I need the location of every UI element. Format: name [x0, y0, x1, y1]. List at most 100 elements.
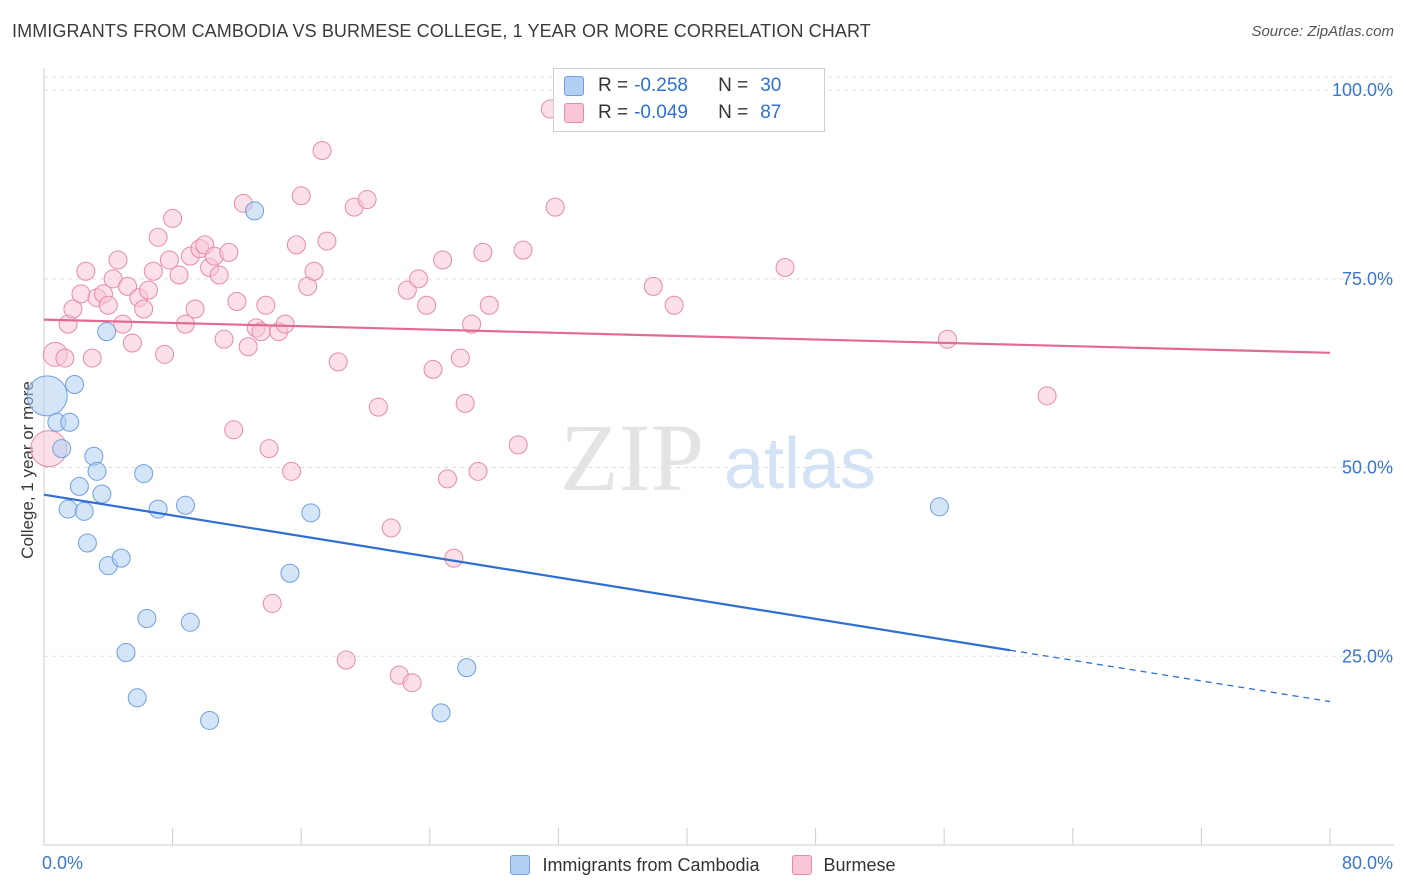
- cambodia-point: [116, 643, 136, 662]
- burmese-point: [664, 295, 684, 315]
- burmese-point: [224, 420, 244, 440]
- burmese-point: [402, 673, 422, 693]
- burmese-point: [291, 186, 311, 206]
- burmese-point: [138, 280, 158, 300]
- cambodia-point: [175, 495, 195, 515]
- watermark-atlas: atlas: [724, 424, 876, 504]
- burmese-point: [282, 461, 302, 481]
- grid-lines: [44, 76, 1394, 657]
- burmese-point: [262, 593, 282, 613]
- burmese-point: [122, 333, 142, 353]
- cambodia-point: [431, 703, 451, 723]
- burmese-point: [238, 337, 258, 357]
- burmese-point: [256, 295, 276, 315]
- burmese-point: [108, 250, 128, 270]
- legend-label: Burmese: [823, 854, 896, 875]
- burmese-point: [545, 197, 565, 217]
- cambodia-point: [301, 503, 321, 523]
- burmese-point: [304, 261, 324, 281]
- burmese-point: [508, 435, 528, 455]
- burmese-point: [513, 240, 533, 260]
- burmese-point: [159, 250, 179, 270]
- burmese-point: [113, 314, 133, 334]
- axes: [43, 68, 1394, 846]
- cambodia-point: [180, 612, 200, 632]
- burmese-point: [1037, 386, 1057, 406]
- r-label: R =: [598, 102, 629, 123]
- burmese-point: [286, 235, 306, 255]
- burmese-point: [163, 208, 183, 228]
- cambodia-point: [137, 609, 157, 629]
- burmese-point: [468, 461, 488, 481]
- chart-title: IMMIGRANTS FROM CAMBODIA VS BURMESE COLL…: [12, 21, 871, 41]
- stats-row-burmese: R = -0.049 N = 87: [564, 100, 781, 126]
- cambodia-point: [92, 484, 112, 504]
- burmese-point: [368, 397, 388, 417]
- y-tick-label: 100.0%: [1332, 80, 1393, 100]
- burmese-point: [118, 276, 138, 296]
- stats-row-cambodia: R = -0.258 N = 30: [564, 73, 781, 99]
- burmese-point: [275, 314, 295, 334]
- burmese-point: [219, 242, 239, 262]
- cambodia-point: [280, 563, 300, 583]
- burmese-point: [185, 299, 205, 319]
- cambodia-point: [77, 533, 97, 553]
- n-value: 87: [760, 102, 782, 123]
- watermark: ZIP atlas: [560, 404, 876, 511]
- burmese-point: [63, 299, 83, 319]
- cambodia-point: [127, 688, 147, 708]
- burmese-point: [775, 258, 795, 277]
- n-label: N =: [718, 75, 749, 96]
- burmese-point: [209, 265, 229, 285]
- legend-item-cambodia[interactable]: Immigrants from Cambodia: [510, 854, 760, 876]
- legend-item-burmese[interactable]: Burmese: [791, 854, 896, 876]
- burmese-trend-line: [43, 318, 1331, 354]
- burmese-point: [423, 359, 443, 379]
- cambodia-point: [58, 499, 78, 519]
- r-value: -0.049: [634, 102, 688, 123]
- cambodia-point: [148, 499, 168, 519]
- y-tick-label: 25.0%: [1342, 646, 1393, 666]
- burmese-point: [312, 140, 332, 160]
- burmese-point: [328, 352, 348, 372]
- series-legend: Immigrants from Cambodia Burmese: [0, 852, 1406, 878]
- burmese-swatch: [791, 855, 812, 875]
- cambodia-point: [87, 461, 107, 481]
- cambodia-point: [26, 375, 68, 417]
- burmese-point: [317, 231, 337, 251]
- burmese-point: [82, 348, 102, 368]
- watermark-zip: ZIP: [560, 404, 704, 511]
- burmese-point: [55, 348, 75, 368]
- burmese-point: [148, 227, 168, 247]
- n-label: N =: [718, 102, 749, 123]
- cambodia-trend-line: [43, 493, 1011, 652]
- y-tick-label: 50.0%: [1342, 458, 1393, 478]
- legend-label: Immigrants from Cambodia: [542, 854, 760, 875]
- cambodia-point: [245, 201, 265, 221]
- burmese-point: [444, 548, 464, 568]
- trend-lines: [43, 318, 1331, 703]
- stats-legend: R = -0.258 N = 30 R = -0.049 N = 87: [553, 68, 825, 132]
- r-value: -0.258: [634, 75, 688, 96]
- burmese-point: [76, 261, 96, 281]
- burmese-point: [71, 284, 91, 304]
- cambodia-trend-extension: [1010, 649, 1331, 703]
- burmese-point: [455, 393, 475, 413]
- burmese-point: [227, 291, 247, 311]
- burmese-point: [450, 348, 470, 368]
- burmese-point: [381, 518, 401, 538]
- cambodia-point: [97, 322, 117, 342]
- tick-labels: 100.0% 75.0% 50.0% 25.0% 0.0% 80.0%: [42, 80, 1393, 873]
- cambodia-swatch: [510, 855, 531, 875]
- cambodia-swatch: [564, 76, 584, 96]
- y-tick-label: 75.0%: [1342, 269, 1393, 289]
- cambodia-point: [60, 412, 80, 432]
- burmese-points: [30, 99, 1057, 693]
- r-label: R =: [598, 75, 629, 96]
- burmese-point: [417, 295, 437, 315]
- cambodia-point: [65, 375, 85, 395]
- cambodia-points: [26, 201, 949, 730]
- cambodia-point: [134, 464, 154, 484]
- cambodia-point: [74, 501, 94, 521]
